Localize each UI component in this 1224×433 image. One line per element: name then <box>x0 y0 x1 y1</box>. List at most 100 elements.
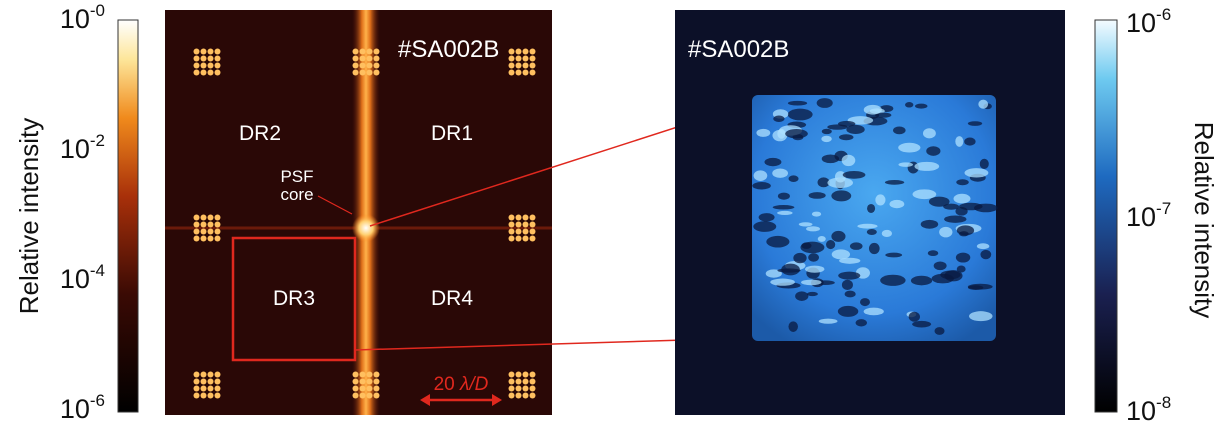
speckle <box>856 319 867 326</box>
speckle <box>360 386 366 392</box>
speckle <box>530 379 536 385</box>
speckle <box>923 128 936 138</box>
speckle <box>842 280 853 290</box>
speckle <box>208 56 214 62</box>
speckle <box>530 215 536 221</box>
speckle <box>955 136 963 147</box>
speckle <box>832 249 850 259</box>
speckle <box>208 49 214 55</box>
page: {"left_panel":{"colorbar":{"label":"Rela… <box>0 0 1224 433</box>
speckle <box>509 222 515 228</box>
speckle <box>208 229 214 235</box>
speckle <box>964 138 975 146</box>
speckle <box>215 63 221 69</box>
speckle <box>353 63 359 69</box>
speckle <box>898 162 912 167</box>
speckle <box>831 231 845 242</box>
image-title: #SA002B <box>398 36 499 63</box>
speckle <box>845 291 856 298</box>
speckle <box>509 386 515 392</box>
speckle <box>374 379 380 385</box>
tick-label: 10-6 <box>1126 5 1171 38</box>
speckle <box>509 215 515 221</box>
region-label: DR4 <box>431 287 473 310</box>
speckle <box>964 168 988 177</box>
speckle <box>822 155 839 164</box>
speckle <box>956 179 968 185</box>
speckle <box>194 393 200 399</box>
region-label: DR3 <box>273 287 315 310</box>
speckle <box>215 215 221 221</box>
speckle <box>367 49 373 55</box>
speckle <box>509 56 515 62</box>
speckle <box>215 229 221 235</box>
speckle <box>807 292 818 296</box>
speckle <box>788 321 797 332</box>
speckle <box>819 319 838 324</box>
speckle <box>530 222 536 228</box>
speckle <box>928 250 938 256</box>
speckle <box>781 264 800 276</box>
speckle <box>932 274 954 284</box>
speckle <box>764 158 781 166</box>
tick-exponent: -4 <box>90 261 105 280</box>
speckle <box>788 109 813 121</box>
scale-unit: λ/D <box>459 374 489 395</box>
speckle <box>885 180 904 185</box>
speckle <box>880 275 905 286</box>
speckle <box>889 200 904 208</box>
speckle <box>367 386 373 392</box>
speckle <box>860 298 870 306</box>
speckle <box>353 386 359 392</box>
speckle <box>911 276 932 286</box>
speckle <box>523 386 529 392</box>
speckle <box>201 236 207 242</box>
speckle <box>374 372 380 378</box>
speckle <box>838 272 860 280</box>
speckle <box>959 203 983 211</box>
speckle <box>956 253 970 263</box>
speckle <box>374 386 380 392</box>
speckle <box>898 143 920 153</box>
speckle <box>360 379 366 385</box>
speckle <box>893 127 906 135</box>
speckle <box>194 236 200 242</box>
speckle <box>934 261 947 270</box>
speckle <box>523 215 529 221</box>
speckle <box>915 104 927 109</box>
speckle <box>509 236 515 242</box>
speckle <box>968 284 993 290</box>
speckle <box>864 308 884 316</box>
tick-exponent: -6 <box>90 391 105 410</box>
image-title: #SA002B <box>688 36 789 63</box>
speckle <box>752 182 771 190</box>
speckle <box>530 56 536 62</box>
speckle <box>509 49 515 55</box>
speckle <box>360 70 366 76</box>
speckle <box>809 192 826 199</box>
speckle <box>875 194 885 205</box>
speckle <box>194 70 200 76</box>
speckle <box>374 56 380 62</box>
speckle <box>509 393 515 399</box>
speckle <box>208 393 214 399</box>
tick-label: 10-7 <box>1126 199 1171 232</box>
speckle <box>201 386 207 392</box>
colorbar-label: Relative intensity <box>1189 122 1219 319</box>
speckle <box>215 49 221 55</box>
speckle <box>208 379 214 385</box>
speckle <box>869 243 880 254</box>
scale-number: 20 <box>434 374 455 395</box>
speckle <box>523 236 529 242</box>
speckle <box>208 386 214 392</box>
speckle <box>826 240 835 249</box>
speckle <box>944 215 966 222</box>
colorbar-label: Relative intensity <box>14 118 44 315</box>
colorbar <box>1095 20 1117 412</box>
speckle <box>201 70 207 76</box>
speckle <box>530 372 536 378</box>
speckle <box>838 306 858 317</box>
speckle <box>812 212 821 217</box>
speckle <box>516 236 522 242</box>
speckle <box>530 229 536 235</box>
